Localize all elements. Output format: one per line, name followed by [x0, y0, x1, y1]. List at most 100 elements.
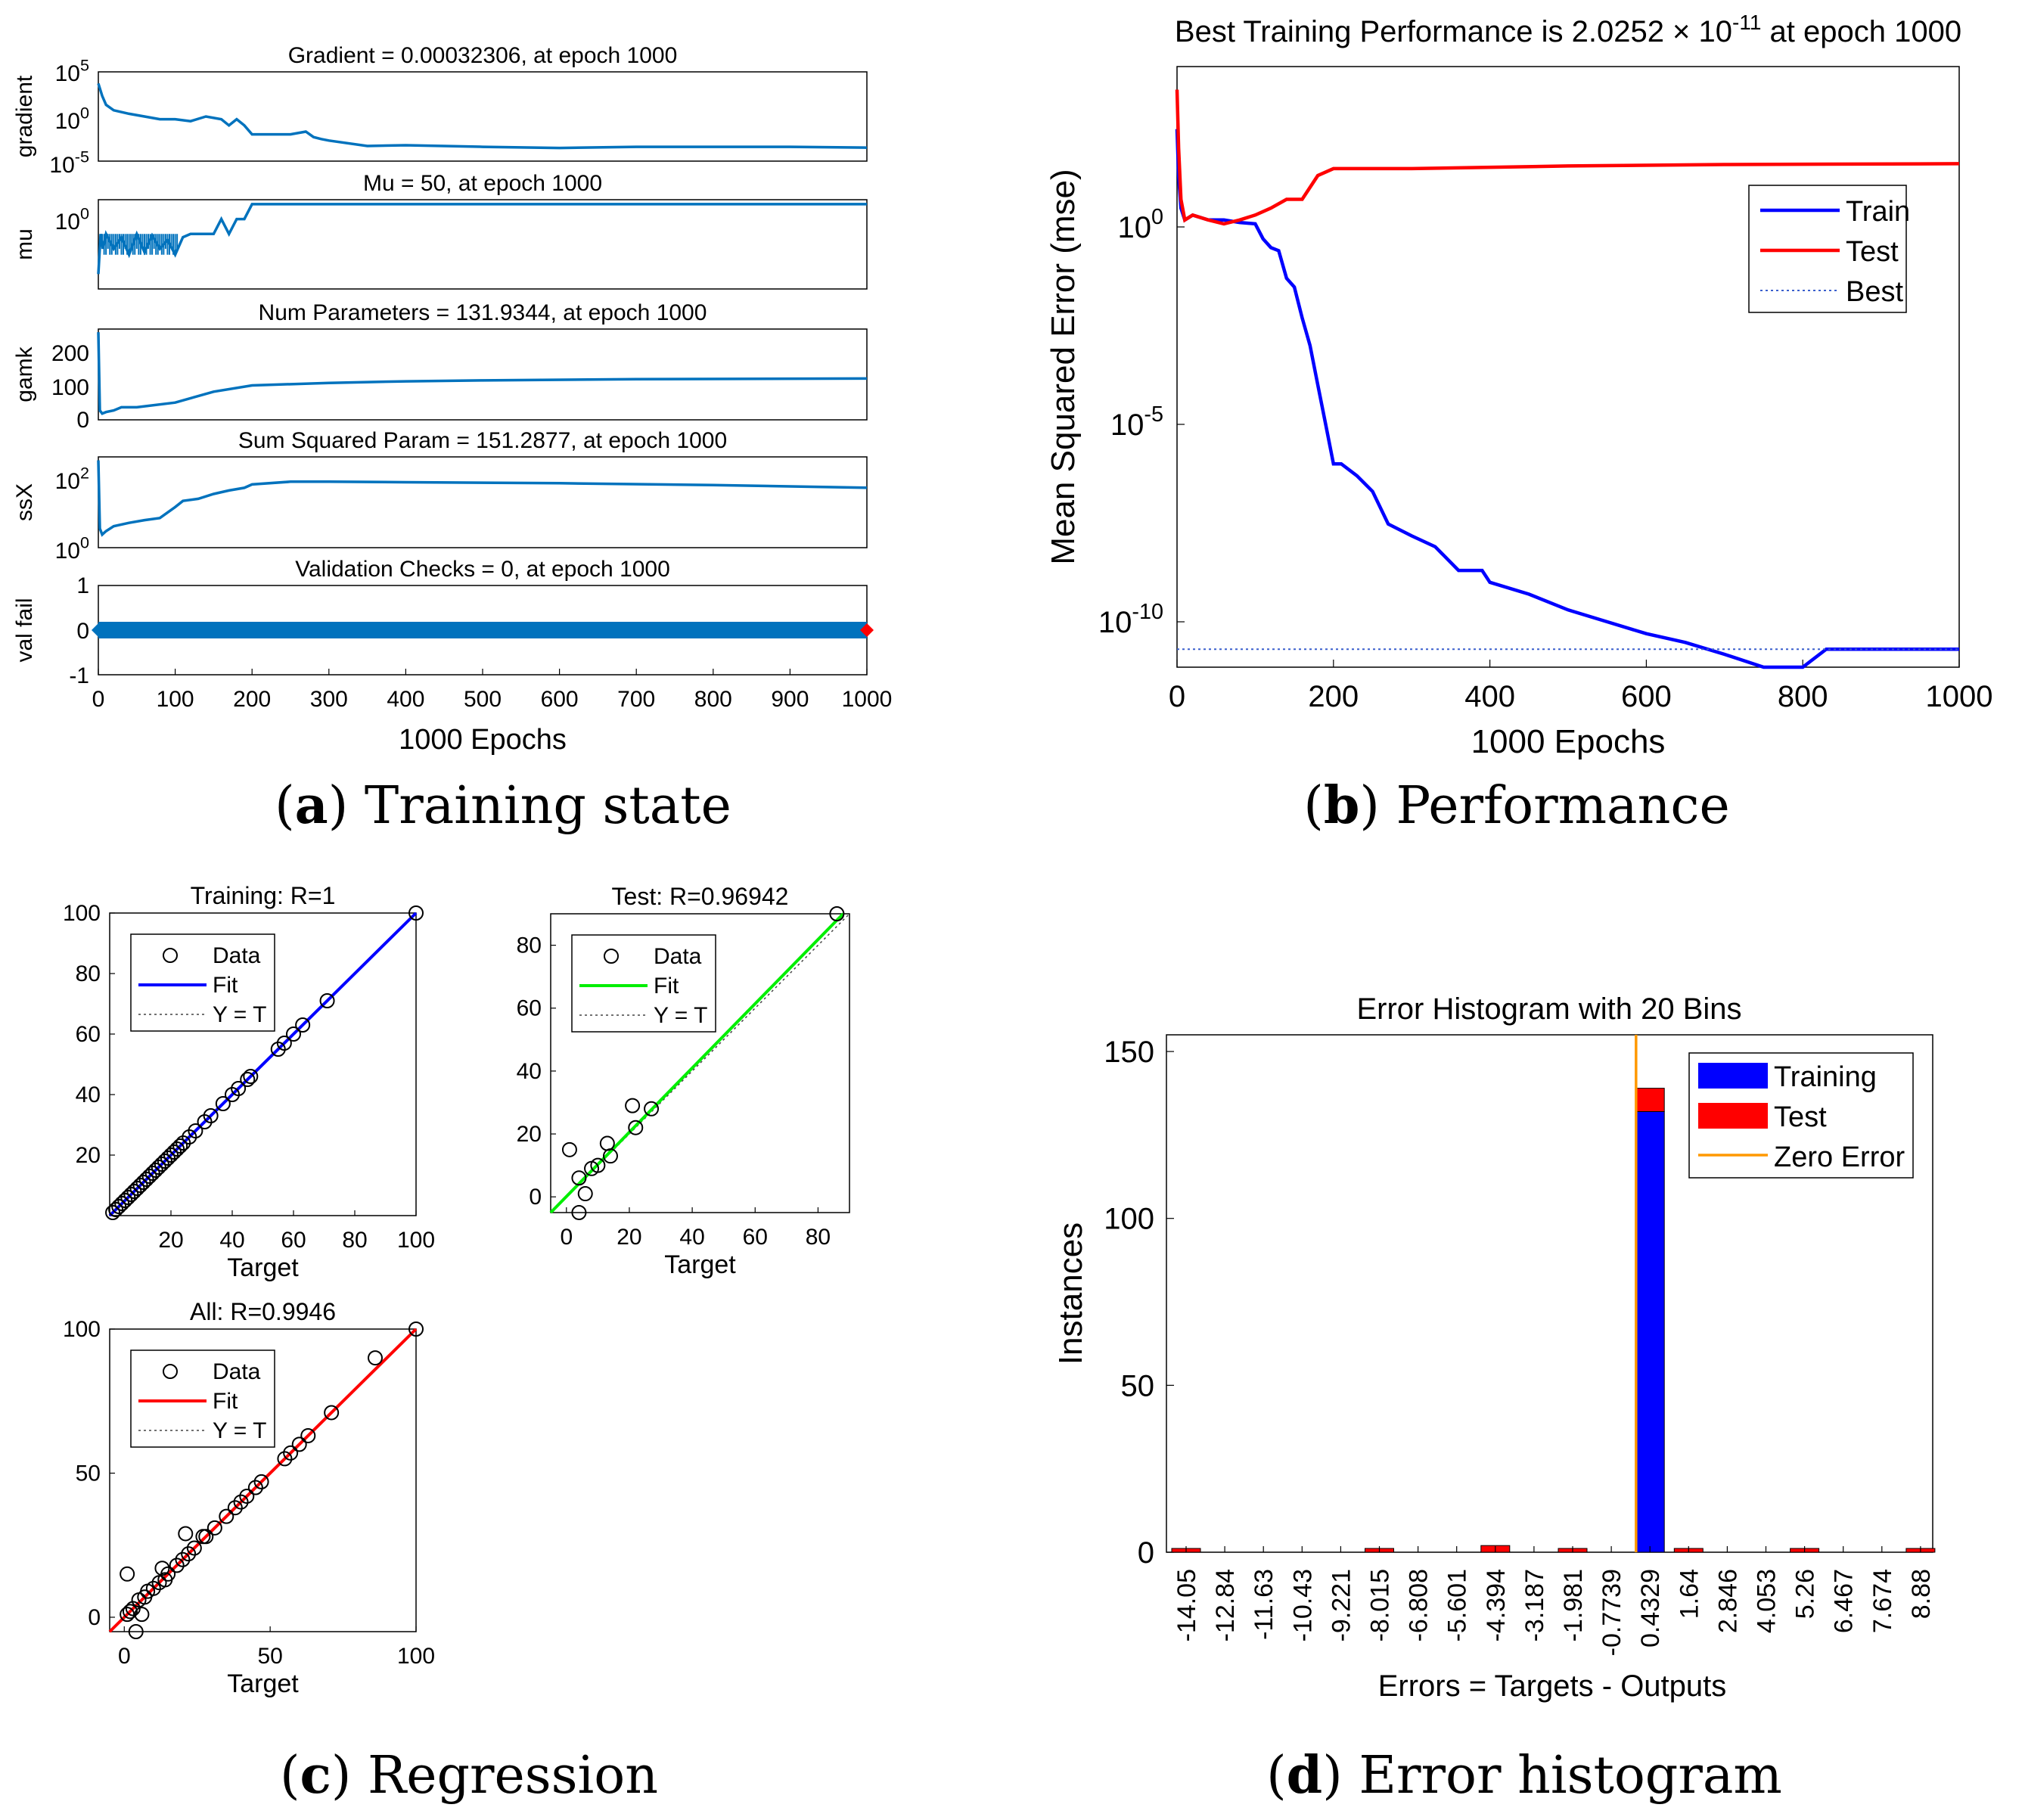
gradient-series-line [97, 82, 868, 150]
performance-xtick-label-5: 1000 [1926, 680, 1993, 713]
reg-train-ytick-label-3: 80 [76, 961, 101, 986]
reg-test-legend-label-1: Fit [654, 974, 679, 999]
performance-title-tail: at epoch 1000 [1761, 15, 1961, 48]
reg-test-ytick-label-3: 60 [517, 996, 542, 1021]
histogram-legend-swatch-training [1698, 1063, 1768, 1089]
reg-train-title: Training: R=1 [191, 882, 336, 909]
plot-mu: Mu = 50, at epoch 1000 mu 100 [12, 171, 868, 290]
plot-gamk: Num Parameters = 131.9344, at epoch 1000… [12, 300, 868, 433]
caption-c: (c) Regression [280, 1745, 658, 1806]
valfail-first-marker [92, 623, 105, 637]
reg-train-xtick-label-4: 100 [397, 1228, 435, 1253]
reg-train-ytick-label-2: 60 [76, 1022, 101, 1047]
reg-test-xlabel: Target [664, 1250, 736, 1279]
gradient-ytick-0-exp: 5 [80, 56, 89, 75]
gamk-title: Num Parameters = 131.9344, at epoch 1000 [259, 300, 707, 325]
reg-train-data-point-34 [276, 1036, 292, 1051]
histogram-xtick-label-14: 2.846 [1713, 1569, 1742, 1633]
performance-ytick-0-base: 10 [1117, 211, 1151, 244]
reg-train-xtick-label-1: 40 [219, 1228, 244, 1253]
caption-a-letter: a [295, 775, 328, 836]
reg-train-ytick-label-0: 20 [76, 1143, 101, 1168]
valfail-xtick-label-10: 1000 [842, 687, 893, 712]
reg-test-data-point-9 [628, 1120, 644, 1135]
reg-all-data-point-6 [134, 1607, 150, 1623]
performance-legend-label-2: Best [1846, 276, 1903, 308]
reg-all-data-point-0 [120, 1566, 135, 1582]
reg-test-legend-marker-data [604, 949, 619, 964]
performance-legend-label-1: Test [1846, 236, 1899, 268]
histogram-xtick-label-18: 7.674 [1868, 1569, 1897, 1633]
ssx-series-line [97, 460, 868, 537]
valfail-xtick-label-8: 800 [694, 687, 732, 712]
reg-all-ytick-label-1: 50 [76, 1461, 101, 1486]
histogram-legend-label-1: Test [1774, 1101, 1827, 1133]
reg-all-xtick-label-2: 100 [397, 1644, 435, 1669]
performance-legend: Train Test Best [1748, 185, 1910, 313]
valfail-ytick-2-base: -1 [69, 663, 89, 688]
caption-b-letter: b [1324, 775, 1360, 836]
valfail-last-marker [860, 623, 874, 637]
reg-all-ytick-label-2: 100 [63, 1317, 101, 1342]
reg-all-data-point-18 [186, 1540, 202, 1556]
reg-test-data-point-10 [644, 1101, 660, 1117]
plot-reg-train: Training: R=1 20 40 60 80 100 20 40 60 80 100 Targe… [63, 882, 435, 1282]
reg-test-ytick-label-0: 0 [529, 1185, 542, 1210]
reg-all-data-point-9 [145, 1580, 161, 1596]
gamk-ytick-1-base: 100 [51, 375, 89, 400]
reg-all-data-point-1 [120, 1607, 135, 1623]
caption-a-text: Training state [365, 776, 731, 836]
valfail-xtick-label-9: 900 [771, 687, 809, 712]
performance-ytick-0-exp: 0 [1151, 205, 1163, 229]
reg-all-data-point-14 [169, 1558, 185, 1573]
performance-ylabel: Mean Squared Error (mse) [1045, 169, 1082, 564]
performance-axes [1176, 66, 1960, 668]
histogram-xtick-label-16: 5.26 [1791, 1569, 1820, 1619]
reg-all-data-point-29 [283, 1445, 299, 1461]
reg-all-data-point-16 [178, 1526, 194, 1542]
reg-test-xtick-label-2: 40 [679, 1225, 704, 1250]
performance-ytick-2: 10-10 [1098, 600, 1163, 639]
reg-train-data-point-30 [231, 1081, 247, 1096]
caption-c-letter: c [300, 1745, 331, 1806]
histogram-title: Error Histogram with 20 Bins [1356, 992, 1741, 1026]
caption-c-text: Regression [368, 1746, 658, 1806]
reg-all-data-point-28 [277, 1451, 293, 1467]
mu-ytick-0-base: 10 [55, 210, 80, 234]
performance-xtick-label-0: 0 [1169, 680, 1185, 713]
reg-all-xtick-label-1: 50 [257, 1644, 282, 1669]
reg-test-data-point-2 [571, 1205, 587, 1220]
plot-gradient: Gradient = 0.00032306, at epoch 1000 grad… [12, 43, 868, 178]
reg-test-data-point-0 [561, 1141, 577, 1157]
histogram-xtick-label-12: 0.4329 [1636, 1569, 1665, 1648]
performance-title-main: Best Training Performance is 2.0252 × 10 [1175, 15, 1732, 48]
histogram-xtick-label-10: -1.981 [1559, 1569, 1588, 1641]
gradient-ytick-2-base: 10 [49, 153, 74, 178]
gradient-ytick-1: 100 [55, 104, 89, 135]
histogram-ylabel: Instances [1052, 1222, 1089, 1365]
reg-train-legend: Data Fit Y = T [130, 933, 275, 1032]
valfail-ytick-1-base: 0 [76, 619, 89, 644]
valfail-ytick-2: -1 [69, 663, 89, 688]
histogram-xtick-label-8: -4.394 [1482, 1569, 1511, 1641]
reg-all-title: All: R=0.9946 [190, 1298, 336, 1325]
reg-train-data-point-28 [215, 1096, 231, 1111]
gradient-title: Gradient = 0.00032306, at epoch 1000 [288, 43, 678, 68]
caption-d-text: Error histogram [1359, 1746, 1781, 1806]
reg-train-data-point-25 [188, 1123, 203, 1138]
reg-train-xtick-label-2: 60 [281, 1228, 306, 1253]
reg-all-data-point-32 [324, 1405, 340, 1421]
reg-train-ytick-label-4: 100 [63, 901, 101, 926]
performance-ytick-0: 100 [1117, 205, 1163, 244]
gradient-ytick-2-exp: -5 [75, 148, 89, 166]
caption-b-text: Performance [1396, 776, 1730, 836]
gradient-ytick-0-base: 10 [55, 61, 80, 86]
histogram-xtick-label-11: -0.7739 [1598, 1569, 1626, 1656]
reg-train-data-point-36 [295, 1017, 311, 1033]
histogram-legend: Training Test Zero Error [1688, 1052, 1914, 1179]
plot-performance: Best Training Performance is 2.0252 × 10… [1045, 11, 1992, 760]
reg-train-data-point-32 [243, 1069, 259, 1084]
reg-test-data-point-7 [603, 1148, 618, 1164]
histogram-xtick-label-3: -10.43 [1288, 1569, 1317, 1641]
